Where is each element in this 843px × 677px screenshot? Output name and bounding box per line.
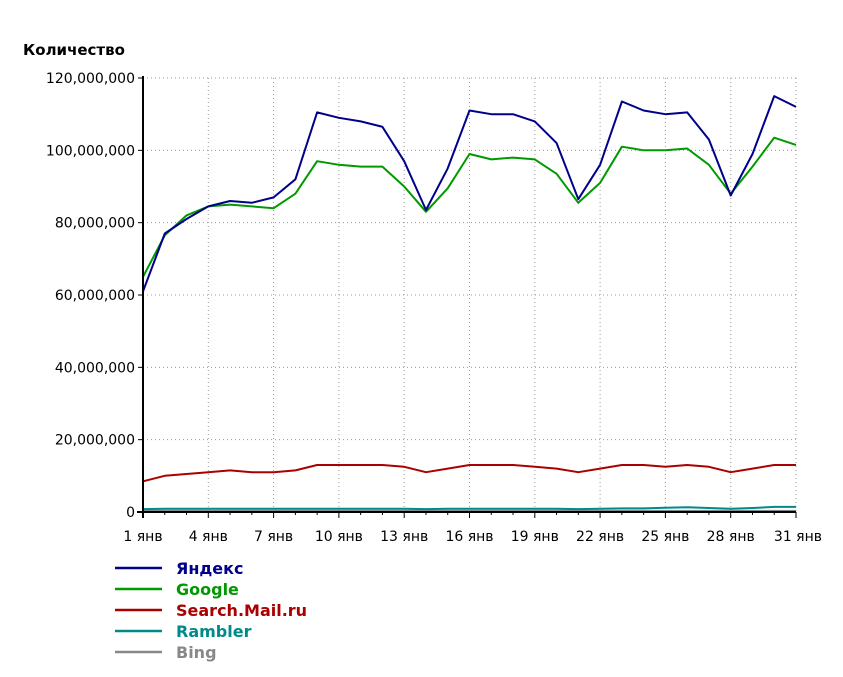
series-line: [142, 505, 796, 511]
x-tick-label: 13 янв: [380, 529, 428, 545]
series-line: [142, 95, 797, 292]
x-tick-labels: 1 янв 4 янв 7 янв 10 янв 13 янв 16 янв 19 янв 2…: [123, 529, 822, 545]
y-tick-label: 0: [126, 505, 135, 521]
series-line: [142, 136, 797, 278]
x-tick-label: 1 янв: [123, 529, 162, 545]
grid: [143, 77, 797, 512]
y-tick-label: 80,000,000: [55, 216, 135, 232]
x-tick-label: 31 янв: [774, 529, 822, 545]
y-tick-labels: 0 20,000,000 40,000,000 60,000,000 80,000,00…: [46, 71, 135, 521]
y-tick-label: 20,000,000: [55, 433, 135, 449]
legend-label: Google: [176, 580, 239, 599]
x-tick-label: 16 янв: [445, 529, 493, 545]
y-tick-label: 100,000,000: [46, 143, 135, 159]
x-tick-label: 25 янв: [641, 529, 689, 545]
y-axis-label: Количество: [23, 41, 125, 59]
legend-label: Search.Mail.ru: [176, 601, 307, 620]
series-layer: [142, 95, 797, 512]
x-tick-label: 22 янв: [576, 529, 624, 545]
series-line: [142, 464, 796, 483]
y-tick-label: 40,000,000: [55, 360, 135, 376]
legend-label: Rambler: [176, 622, 252, 641]
y-tick-label: 120,000,000: [46, 71, 135, 87]
x-tick-label: 28 янв: [707, 529, 755, 545]
y-tick-label: 60,000,000: [55, 288, 135, 304]
legend-label: Bing: [176, 643, 217, 662]
axes: [137, 76, 797, 518]
x-tick-label: 19 янв: [511, 529, 559, 545]
x-tick-label: 10 янв: [315, 529, 363, 545]
x-tick-label: 4 янв: [189, 529, 228, 545]
x-tick-label: 7 янв: [254, 529, 293, 545]
legend-label: Яндекс: [176, 559, 244, 578]
legend: Яндекс Google Search.Mail.ru Rambler Bing: [115, 559, 307, 662]
